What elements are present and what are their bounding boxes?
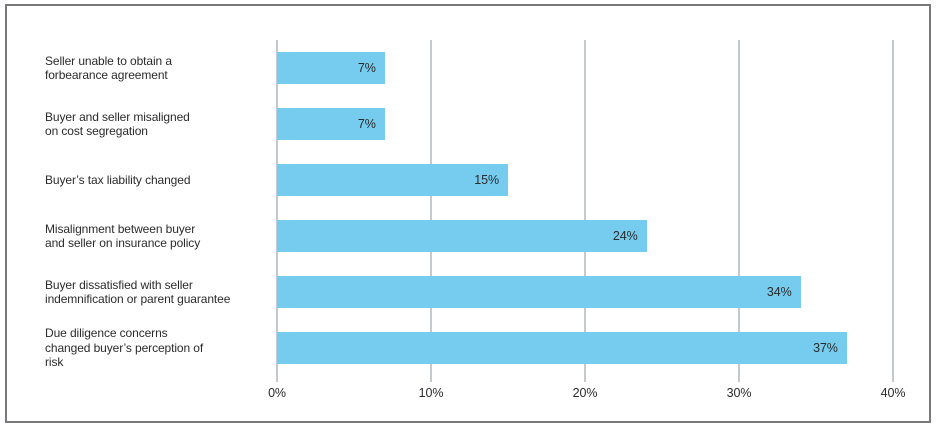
bar: 7%	[277, 108, 385, 140]
x-tick-label: 20%	[572, 386, 598, 400]
category-label-row: Buyer and seller misaligned on cost segr…	[45, 96, 267, 152]
bar: 7%	[277, 52, 385, 84]
gridline	[738, 40, 740, 382]
x-tick-label: 0%	[268, 386, 286, 400]
category-label-row: Seller unable to obtain a forbearance ag…	[45, 40, 267, 96]
bar-row: 34%	[277, 264, 893, 320]
category-label: Buyer dissatisfied with seller indemnifi…	[45, 277, 231, 307]
category-label-row: Due diligence concerns changed buyer’s p…	[45, 320, 267, 376]
bar-value-label: 24%	[612, 229, 638, 243]
bar-value-label: 15%	[474, 173, 499, 187]
bar: 37%	[277, 332, 847, 364]
x-axis: 0% 10% 20% 30% 40%	[268, 386, 905, 402]
bar-value-label: 34%	[766, 285, 792, 299]
bar-value-label: 37%	[813, 341, 838, 355]
category-label: Due diligence concerns changed buyer’s p…	[45, 326, 204, 370]
bar: 34%	[277, 276, 801, 308]
category-label-row: Misalignment between buyer and seller on…	[45, 208, 267, 264]
category-label: Seller unable to obtain a forbearance ag…	[45, 53, 172, 83]
x-tick-label: 40%	[880, 386, 906, 400]
plot-area: 7% 7% 15% 24% 34% 37%	[276, 40, 894, 382]
bar-row: 15%	[277, 152, 893, 208]
gridline	[430, 40, 432, 382]
category-label-row: Buyer dissatisfied with seller indemnifi…	[45, 264, 267, 320]
bar: 15%	[277, 164, 508, 196]
category-label: Misalignment between buyer and seller on…	[45, 221, 201, 251]
gridline	[584, 40, 586, 382]
bar: 24%	[277, 220, 647, 252]
bar-value-label: 7%	[357, 61, 376, 75]
bar-value-label: 7%	[357, 117, 376, 131]
category-label-row: Buyer’s tax liability changed	[45, 152, 267, 208]
gridline	[276, 40, 278, 382]
category-labels-column: Seller unable to obtain a forbearance ag…	[45, 40, 267, 376]
category-label: Buyer and seller misaligned on cost segr…	[45, 109, 190, 139]
bar-row: 37%	[277, 320, 893, 376]
chart-frame: Seller unable to obtain a forbearance ag…	[5, 4, 931, 423]
category-label: Buyer’s tax liability changed	[45, 172, 191, 187]
x-tick-label: 30%	[726, 386, 752, 400]
bars-layer: 7% 7% 15% 24% 34% 37%	[277, 40, 893, 376]
bar-row: 7%	[277, 40, 893, 96]
bar-row: 24%	[277, 208, 893, 264]
x-tick-label: 10%	[418, 386, 444, 400]
gridline	[892, 40, 894, 382]
bar-row: 7%	[277, 96, 893, 152]
